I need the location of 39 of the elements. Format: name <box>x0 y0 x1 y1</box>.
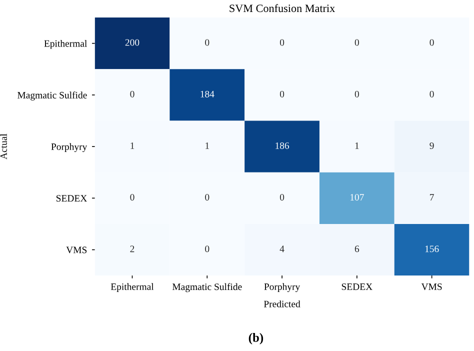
data-label: 1 <box>130 142 134 149</box>
data-label: 107 <box>350 194 364 201</box>
data-label: 2 <box>130 246 134 252</box>
y-tick-label: Epithermal <box>44 40 87 49</box>
data-label: 1 <box>355 142 359 149</box>
data-label: 0 <box>354 39 359 46</box>
x-tick-label: Magmatic Sulfide <box>172 283 242 292</box>
x-axis-title: Predicted <box>264 300 300 308</box>
y-tick-label: Magmatic Sulfide <box>18 92 87 100</box>
data-label: 0 <box>205 39 210 46</box>
data-label: 186 <box>276 142 290 149</box>
data-label: 7 <box>430 194 434 200</box>
data-label: 0 <box>280 90 284 98</box>
data-label: 0 <box>354 90 359 98</box>
x-tick-label: SEDEX <box>342 283 372 290</box>
chart-title: SVM Confusion Matrix <box>230 4 335 12</box>
data-label: 0 <box>280 39 284 46</box>
data-label: 6 <box>354 246 360 252</box>
data-label: 0 <box>130 90 134 98</box>
data-label: 1 <box>206 142 209 149</box>
y-axis-title: Actual <box>0 134 7 160</box>
data-label: 184 <box>200 90 214 98</box>
data-label: 0 <box>430 90 434 98</box>
x-tick-label: Porphyry <box>264 283 300 292</box>
data-label: 9 <box>430 142 434 149</box>
data-label: 0 <box>130 194 134 201</box>
data-label: 200 <box>125 39 140 46</box>
data-label: 0 <box>430 39 434 46</box>
text: (b) <box>248 333 264 344</box>
x-tick-label: VMS <box>421 283 442 290</box>
y-tick-label: VMS <box>66 246 87 254</box>
data-label: 0 <box>205 246 210 252</box>
data-label: 0 <box>205 194 210 201</box>
y-tick-label: Porphyry <box>51 143 88 152</box>
data-label: 156 <box>425 246 439 252</box>
x-tick-label: Epithermal <box>110 283 154 292</box>
data-label: 4 <box>280 246 284 252</box>
data-label: 0 <box>280 194 284 201</box>
y-tick-label: SEDEX <box>56 195 87 202</box>
